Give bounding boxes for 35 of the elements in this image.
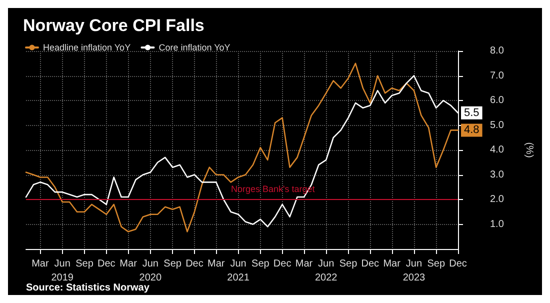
x-tick-label: Mar — [32, 258, 50, 270]
data-label: 4.8 — [464, 124, 480, 136]
legend-label: Core inflation YoY — [158, 42, 230, 52]
y-tick-label: 2.0 — [490, 194, 504, 205]
x-tick-label: Dec — [449, 258, 467, 270]
data-label: 5.5 — [464, 106, 480, 119]
y-tick-label: 5.0 — [490, 120, 504, 131]
x-tick-label: Mar — [208, 258, 226, 270]
x-tick-label: Dec — [186, 258, 204, 270]
x-tick-label: Mar — [295, 258, 314, 270]
y-tick-label: 4.0 — [490, 144, 504, 156]
x-tick-label: Jun 2020 — [139, 258, 162, 284]
x-tick-label: Sep — [339, 258, 358, 270]
x-tick-label: Sep — [252, 258, 270, 270]
y-tick-label: 7.0 — [490, 70, 504, 82]
x-tick-label: Sep — [76, 258, 94, 270]
x-tick-label: Dec — [273, 258, 292, 270]
x-tick-label: Mar — [383, 258, 402, 270]
x-tick-label: Dec — [361, 258, 380, 270]
x-tick-label: Jun 2021 — [227, 258, 250, 284]
source-note: Source: Statistics Norway — [26, 282, 150, 294]
x-tick-label: Sep — [164, 258, 182, 270]
x-tick-label: Jun 2023 — [402, 258, 426, 284]
y-tick-label: 1.0 — [490, 218, 504, 230]
y-tick-label: 3.0 — [490, 169, 504, 180]
x-tick-label: Jun 2019 — [51, 258, 74, 284]
y-tick-label: 8.0 — [490, 46, 504, 56]
legend-label: Headline inflation YoY — [43, 42, 131, 52]
y-tick-label: 6.0 — [490, 95, 504, 106]
chart-title: Norway Core CPI Falls — [23, 16, 204, 35]
x-tick-label: Dec — [97, 258, 116, 270]
x-tick-label: Mar — [120, 258, 138, 270]
y-axis-title: (%) — [524, 142, 534, 158]
x-tick-label: Sep — [427, 258, 446, 270]
x-tick-label: Jun 2022 — [314, 258, 338, 284]
